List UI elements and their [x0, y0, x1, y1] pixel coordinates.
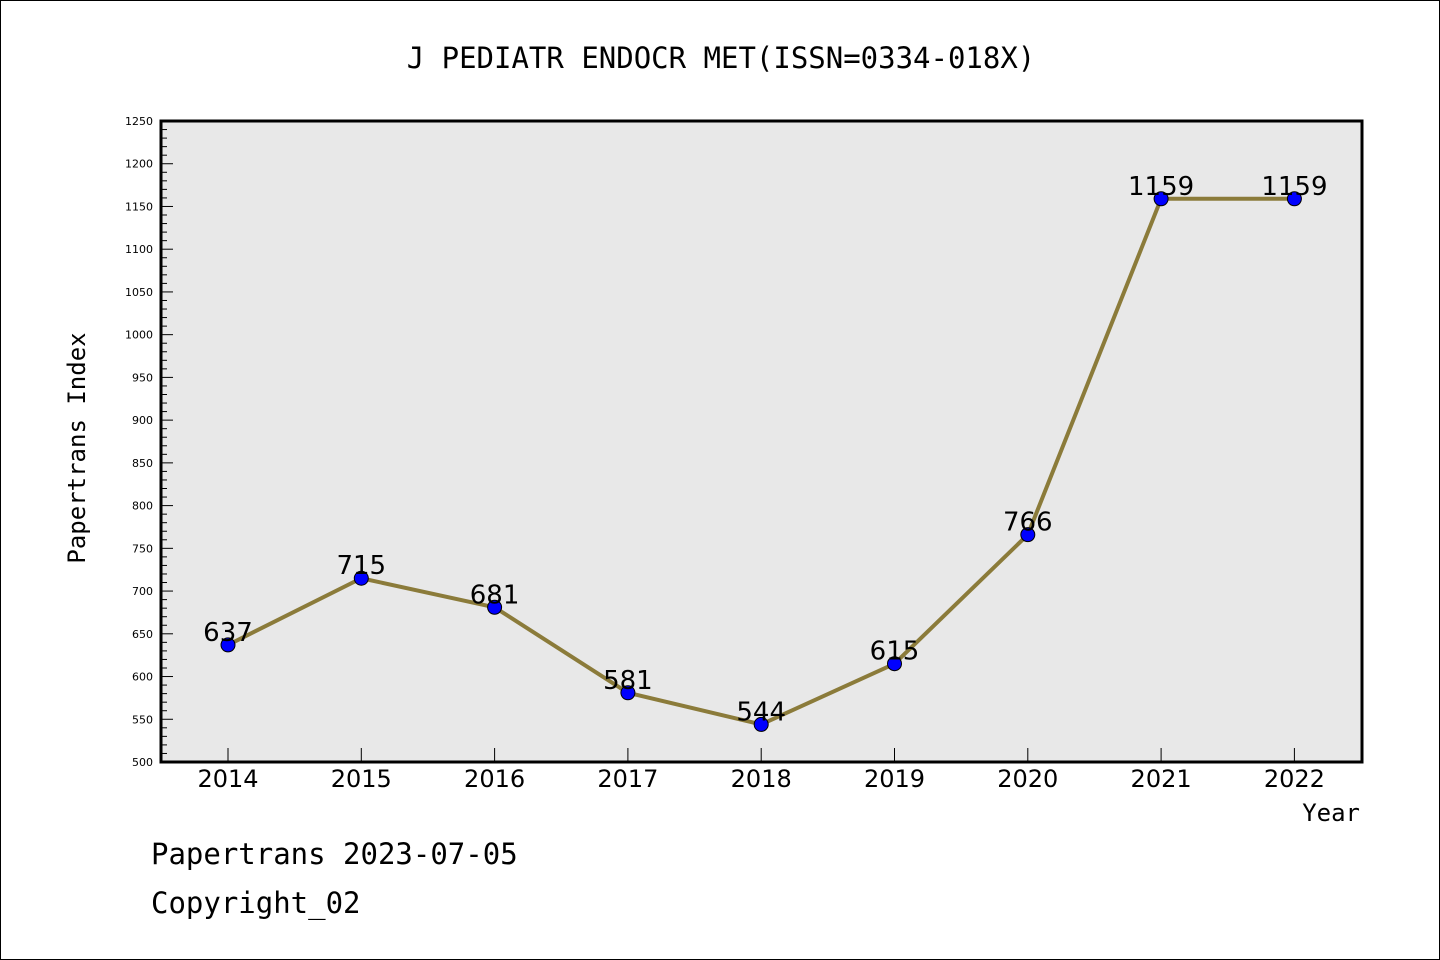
data-label: 581 — [603, 666, 653, 696]
data-label: 766 — [1003, 508, 1053, 538]
footer-date: Papertrans 2023-07-05 — [151, 837, 518, 871]
data-point — [1020, 527, 1036, 543]
x-tick-label: 2022 — [1264, 765, 1325, 793]
y-tick-label: 600 — [132, 671, 153, 684]
y-tick-label: 1000 — [125, 329, 153, 342]
y-tick-label: 500 — [132, 756, 153, 769]
y-tick-label: 1100 — [125, 243, 153, 256]
data-point — [887, 656, 902, 672]
x-axis: 2014 2015 2016 2017 2018 2019 2020 2021 2022 — [197, 748, 1325, 793]
data-label: 681 — [470, 580, 520, 610]
data-point — [1153, 191, 1169, 207]
data-point — [220, 637, 236, 653]
data-label: 1159 — [1261, 172, 1327, 202]
y-tick-label: 700 — [132, 585, 153, 598]
data-point — [487, 599, 503, 615]
data-label: 544 — [736, 697, 786, 727]
chart-title: J PEDIATR ENDOCR MET(ISSN=0334-018X) — [407, 41, 1036, 75]
x-tick-label: 2014 — [197, 765, 258, 793]
y-tick-label: 850 — [132, 457, 153, 470]
data-label: 715 — [336, 551, 386, 581]
footer-copyright: Copyright_02 — [151, 886, 361, 920]
data-label: 637 — [203, 618, 253, 648]
y-tick-label: 1150 — [125, 200, 153, 213]
x-tick-label: 2019 — [864, 765, 925, 793]
y-tick-label: 950 — [132, 371, 153, 384]
data-point — [353, 570, 369, 586]
plot-area — [159, 119, 1364, 764]
y-axis-label: Papertrans Index — [63, 332, 91, 563]
y-axis: 500 550 600 650 700 750 800 850 900 950 1000 1050 11… — [125, 115, 173, 769]
y-tick-label: 800 — [132, 500, 153, 513]
y-tick-label: 750 — [132, 542, 153, 555]
data-labels: 637 715 681 581 544 615 766 1159 1159 — [203, 172, 1327, 728]
data-markers — [220, 191, 1302, 732]
data-label: 1159 — [1128, 172, 1194, 202]
data-point — [1286, 191, 1302, 207]
x-tick-label: 2015 — [331, 765, 392, 793]
y-tick-label: 650 — [132, 628, 153, 641]
data-label: 615 — [870, 637, 920, 667]
data-point — [753, 716, 769, 732]
x-tick-label: 2018 — [731, 765, 792, 793]
x-tick-label: 2020 — [997, 765, 1058, 793]
y-tick-label: 1050 — [125, 286, 153, 299]
y-tick-label: 1250 — [125, 115, 153, 128]
x-tick-label: 2021 — [1131, 765, 1192, 793]
x-tick-label: 2016 — [464, 765, 525, 793]
data-point — [620, 685, 636, 701]
y-tick-label: 550 — [132, 713, 153, 726]
y-tick-label: 1200 — [125, 158, 153, 171]
y-tick-label: 900 — [132, 414, 153, 427]
x-axis-label: Year — [1302, 799, 1360, 827]
x-tick-label: 2017 — [597, 765, 658, 793]
